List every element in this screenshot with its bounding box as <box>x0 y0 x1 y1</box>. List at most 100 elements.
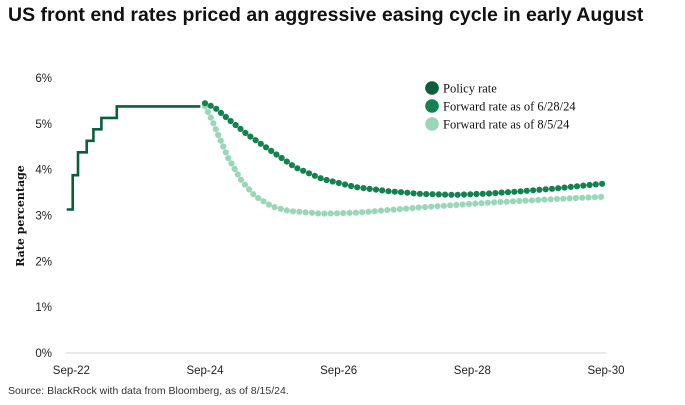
data-point <box>599 180 606 187</box>
y-axis-label: Rate percentage <box>14 165 27 267</box>
data-point <box>592 181 599 188</box>
data-point <box>241 181 249 188</box>
data-point <box>580 182 587 189</box>
data-point <box>288 162 296 169</box>
data-point <box>497 198 504 206</box>
data-point <box>247 133 254 140</box>
y-tick-label: 5% <box>35 119 52 131</box>
data-point <box>220 143 227 150</box>
data-point <box>453 201 460 208</box>
legend-swatch <box>425 99 439 113</box>
data-point <box>329 178 336 185</box>
policy-rate-line <box>66 105 201 211</box>
data-point <box>522 197 529 204</box>
data-point <box>222 149 229 156</box>
chart: Rate percentage 0% 1% 2% 3% 4% 5% 6% Sep-22 Sep… <box>14 73 625 377</box>
data-point <box>384 207 391 214</box>
data-point <box>289 208 297 215</box>
data-point <box>404 189 411 196</box>
data-point <box>503 198 510 205</box>
data-point <box>225 155 232 162</box>
data-point <box>222 113 229 121</box>
data-point <box>473 190 480 198</box>
data-point <box>448 191 455 198</box>
y-tick-label: 6% <box>35 73 52 85</box>
data-point <box>366 185 373 192</box>
data-point <box>528 197 536 204</box>
data-point <box>371 208 378 215</box>
data-point <box>283 207 290 214</box>
data-point <box>553 195 561 202</box>
data-point <box>579 194 586 201</box>
data-point <box>560 195 567 202</box>
data-point <box>231 165 238 173</box>
data-point <box>265 201 272 208</box>
data-point <box>207 102 214 109</box>
data-point <box>273 151 280 158</box>
data-point <box>201 100 209 107</box>
data-point <box>250 191 257 198</box>
legend-swatch <box>425 81 439 95</box>
data-point <box>409 205 416 212</box>
data-point <box>277 205 284 212</box>
legend-label: Policy rate <box>443 82 497 96</box>
data-point <box>509 198 517 205</box>
data-point <box>567 183 574 190</box>
data-point <box>572 195 580 202</box>
legend-label: Forward rate as of 8/5/24 <box>443 118 570 132</box>
y-tick-label: 4% <box>35 165 52 177</box>
data-point <box>454 191 461 198</box>
data-point <box>478 200 485 207</box>
data-point <box>555 185 562 192</box>
data-point <box>354 184 361 191</box>
data-point <box>541 196 548 203</box>
data-point <box>504 189 512 196</box>
data-point <box>585 194 592 201</box>
data-point <box>217 137 224 144</box>
data-point <box>227 117 234 125</box>
x-tick-label: Sep-22 <box>53 365 90 377</box>
data-point <box>360 185 367 192</box>
data-point <box>547 196 554 203</box>
data-point <box>311 172 318 179</box>
data-point <box>217 109 225 116</box>
data-point <box>486 190 493 197</box>
data-point <box>372 186 380 193</box>
data-point <box>459 201 466 208</box>
data-point <box>396 206 403 213</box>
data-point <box>234 171 241 178</box>
x-tick-label: Sep-30 <box>587 365 624 377</box>
data-point <box>385 188 392 195</box>
data-point <box>566 195 573 202</box>
data-point <box>377 207 385 214</box>
data-point <box>305 170 313 177</box>
data-point <box>561 184 568 191</box>
data-point <box>530 187 537 194</box>
data-point <box>341 181 349 188</box>
data-point <box>257 140 264 147</box>
data-point <box>215 131 222 139</box>
data-point <box>323 176 330 184</box>
data-point <box>260 198 267 205</box>
data-point <box>479 190 486 197</box>
data-point <box>237 176 245 183</box>
data-point <box>315 210 322 217</box>
data-point <box>467 191 474 198</box>
data-point <box>359 209 366 216</box>
data-point <box>442 191 449 198</box>
data-point <box>523 187 530 194</box>
data-point <box>327 210 334 217</box>
data-point <box>252 137 259 144</box>
data-point <box>283 158 290 165</box>
data-point <box>308 209 315 216</box>
data-point <box>296 208 303 215</box>
data-point <box>460 191 468 198</box>
data-point <box>255 195 262 202</box>
data-point <box>542 186 549 193</box>
legend: Policy rate Forward rate as of 6/28/24 For… <box>425 81 576 132</box>
data-point <box>204 108 211 116</box>
data-point <box>416 190 423 197</box>
data-point <box>591 194 598 201</box>
data-point <box>242 129 249 136</box>
data-point <box>410 190 417 197</box>
